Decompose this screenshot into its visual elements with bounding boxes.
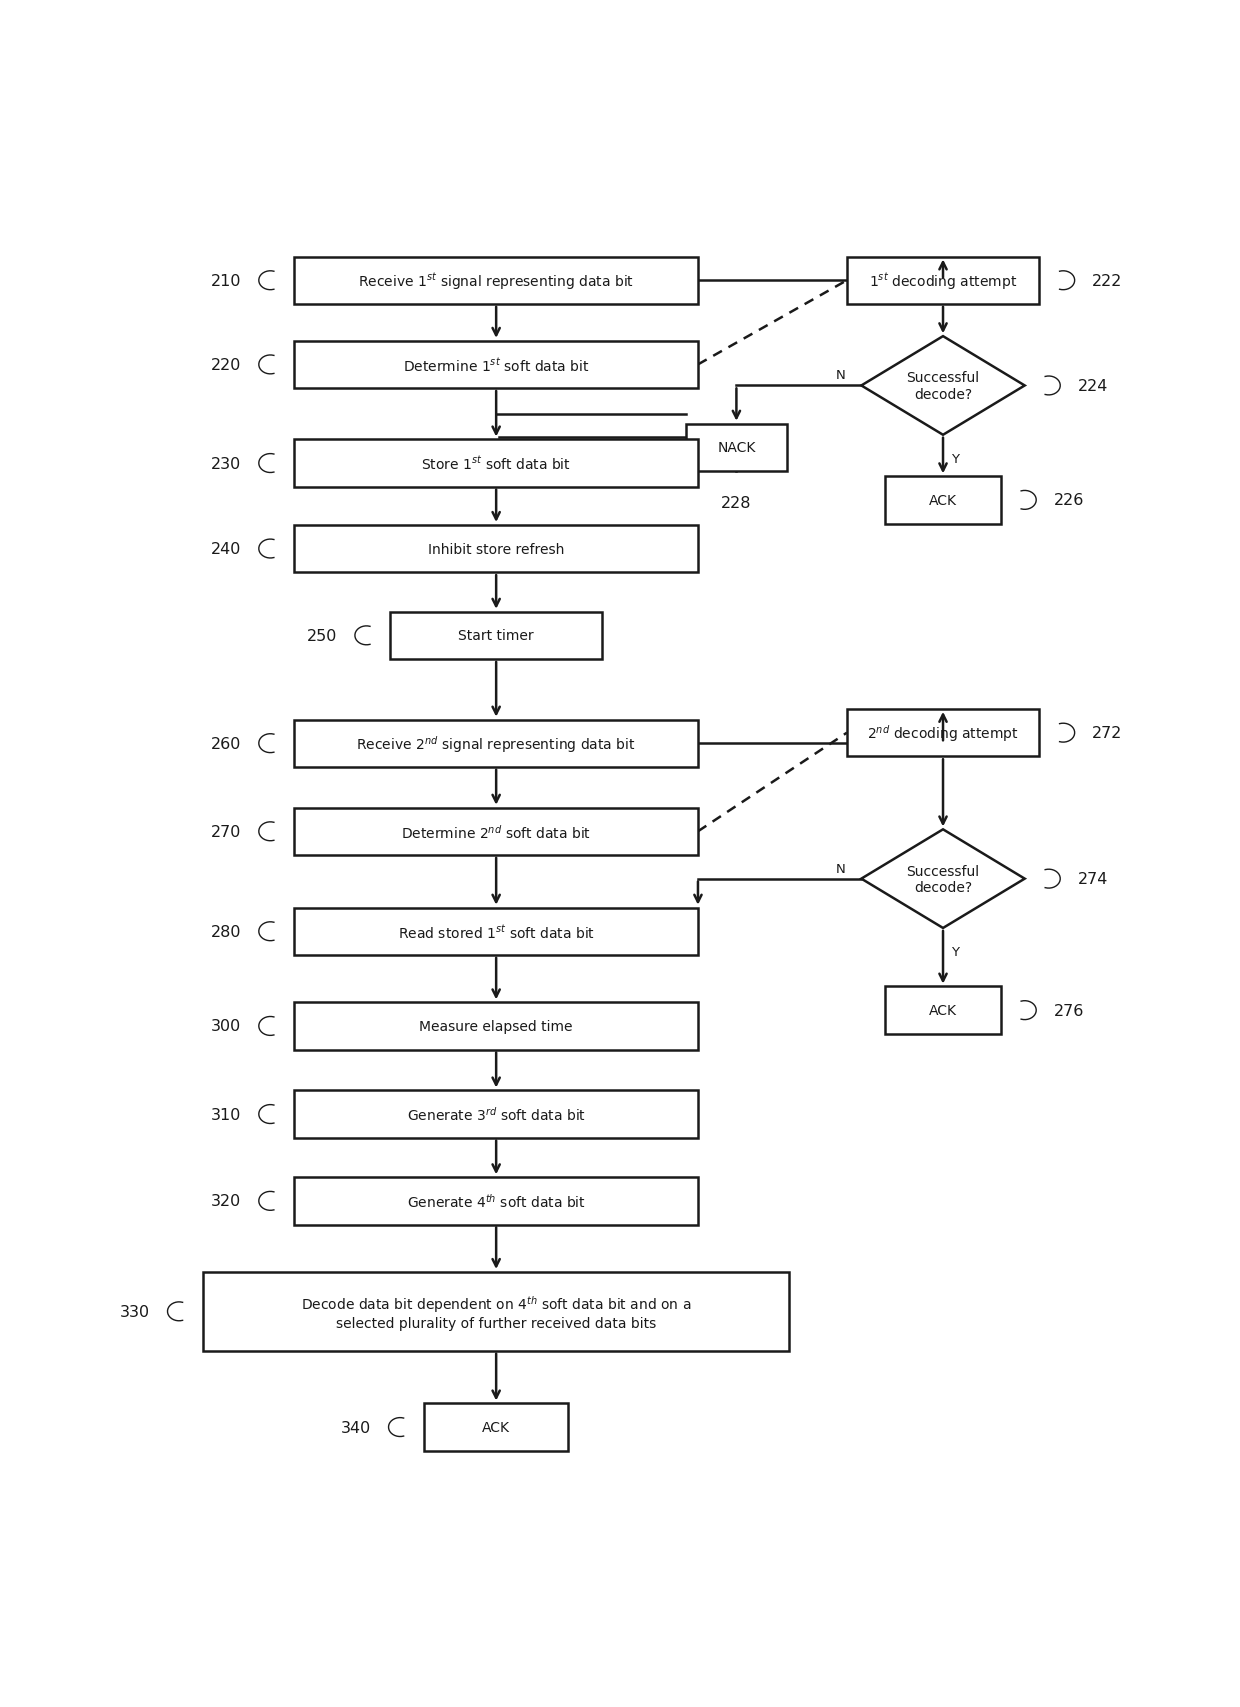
Bar (294, 341, 698, 389)
Bar (294, 807, 698, 855)
Text: 250: 250 (308, 628, 337, 644)
Text: 2$^{nd}$ decoding attempt: 2$^{nd}$ decoding attempt (867, 722, 1019, 744)
Text: Measure elapsed time: Measure elapsed time (419, 1019, 573, 1033)
Text: Determine 2$^{nd}$ soft data bit: Determine 2$^{nd}$ soft data bit (402, 823, 591, 842)
Text: 280: 280 (211, 923, 242, 939)
Text: 276: 276 (1054, 1004, 1084, 1017)
Text: 1$^{st}$ decoding attempt: 1$^{st}$ decoding attempt (869, 271, 1017, 292)
Text: 228: 228 (722, 495, 751, 510)
Text: 300: 300 (211, 1019, 242, 1034)
Text: ACK: ACK (482, 1420, 510, 1434)
Text: 220: 220 (211, 358, 242, 372)
Bar (686, 425, 787, 471)
Text: Generate 4$^{th}$ soft data bit: Generate 4$^{th}$ soft data bit (407, 1191, 585, 1210)
Text: Y: Y (951, 452, 959, 466)
Bar (294, 1002, 698, 1050)
Bar (294, 1091, 698, 1139)
Text: 224: 224 (1078, 379, 1107, 394)
Bar (294, 258, 698, 306)
Text: 274: 274 (1078, 872, 1107, 886)
Text: Decode data bit dependent on 4$^{th}$ soft data bit and on a
selected plurality : Decode data bit dependent on 4$^{th}$ so… (301, 1292, 692, 1330)
Text: Store 1$^{st}$ soft data bit: Store 1$^{st}$ soft data bit (422, 456, 572, 473)
Text: 310: 310 (211, 1106, 242, 1121)
Bar (391, 613, 601, 659)
Text: ACK: ACK (929, 493, 957, 507)
Text: Determine 1$^{st}$ soft data bit: Determine 1$^{st}$ soft data bit (403, 357, 589, 374)
Bar (885, 476, 1001, 524)
Bar (424, 1403, 568, 1451)
Text: N: N (836, 862, 846, 876)
Text: 210: 210 (211, 273, 242, 288)
Bar (294, 526, 698, 574)
Text: 230: 230 (211, 456, 242, 471)
Polygon shape (862, 336, 1024, 435)
Text: 222: 222 (1092, 273, 1122, 288)
Text: 270: 270 (211, 824, 242, 840)
Text: Receive 1$^{st}$ signal representing data bit: Receive 1$^{st}$ signal representing dat… (358, 271, 634, 292)
Text: N: N (836, 369, 846, 382)
Polygon shape (862, 830, 1024, 929)
Text: 340: 340 (341, 1420, 371, 1434)
Text: Y: Y (951, 946, 959, 959)
Text: Start timer: Start timer (459, 628, 534, 644)
Text: 330: 330 (120, 1304, 150, 1320)
Bar (294, 1178, 698, 1226)
Bar (203, 1272, 789, 1350)
Text: Generate 3$^{rd}$ soft data bit: Generate 3$^{rd}$ soft data bit (407, 1106, 585, 1123)
Bar (847, 710, 1039, 756)
Text: Successful
decode?: Successful decode? (906, 370, 980, 401)
Text: Read stored 1$^{st}$ soft data bit: Read stored 1$^{st}$ soft data bit (398, 923, 595, 941)
Bar (294, 720, 698, 768)
Bar (294, 908, 698, 956)
Text: 320: 320 (211, 1193, 242, 1209)
Text: NACK: NACK (717, 440, 755, 456)
Bar (847, 258, 1039, 306)
Text: 226: 226 (1054, 493, 1084, 509)
Text: Inhibit store refresh: Inhibit store refresh (428, 543, 564, 556)
Bar (885, 987, 1001, 1034)
Text: Successful
decode?: Successful decode? (906, 864, 980, 894)
Text: ACK: ACK (929, 1004, 957, 1017)
Text: 260: 260 (211, 736, 242, 751)
Text: 240: 240 (211, 541, 242, 556)
Text: 272: 272 (1092, 725, 1122, 741)
Text: Receive 2$^{nd}$ signal representing data bit: Receive 2$^{nd}$ signal representing dat… (356, 734, 636, 754)
Bar (294, 440, 698, 488)
